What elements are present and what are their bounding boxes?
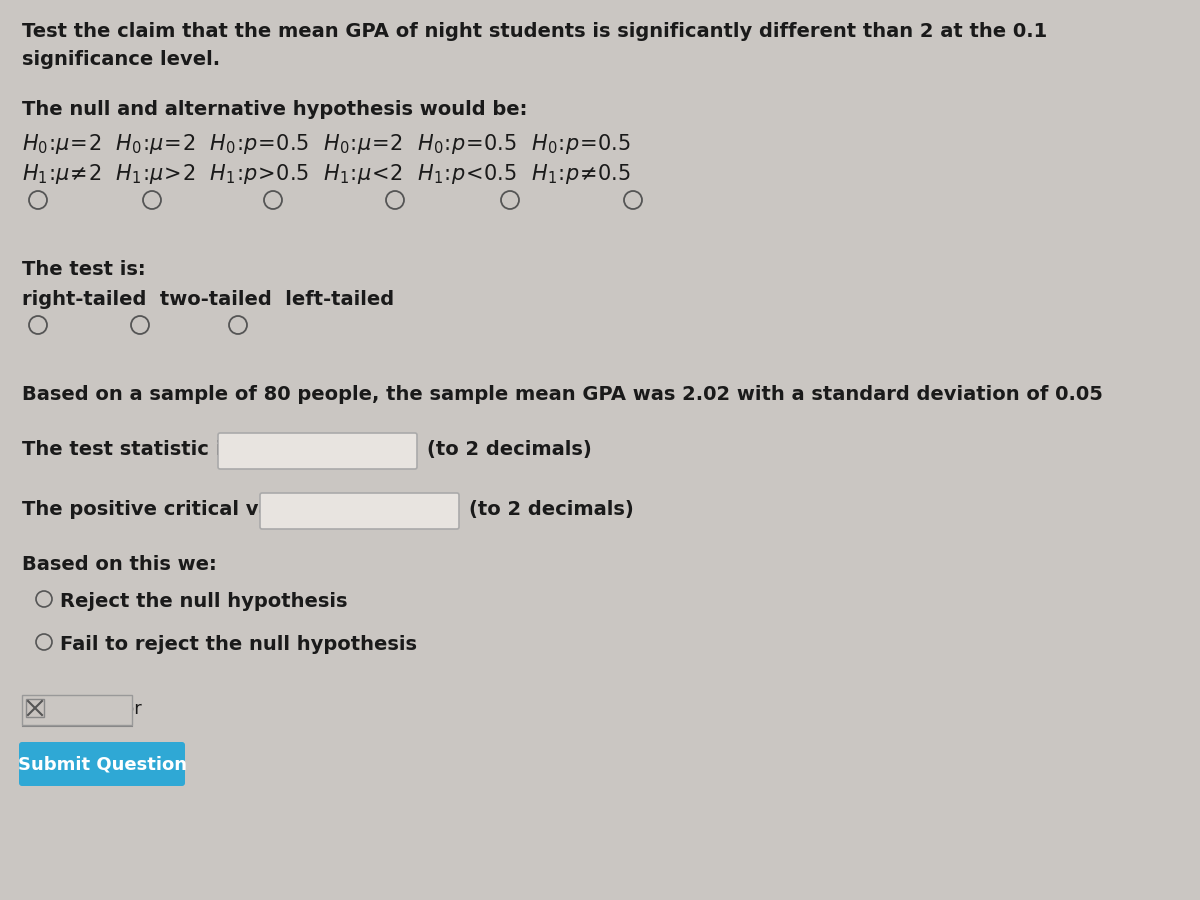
- Text: The test is:: The test is:: [22, 260, 145, 279]
- Text: Reject the null hypothesis: Reject the null hypothesis: [60, 592, 348, 611]
- Text: Based on a sample of 80 people, the sample mean GPA was 2.02 with a standard dev: Based on a sample of 80 people, the samp…: [22, 385, 1103, 404]
- Text: The test statistic is:: The test statistic is:: [22, 440, 241, 459]
- Text: $H_0\!:\!\mu\!=\!2$  $H_0\!:\!\mu\!=\!2$  $H_0\!:\!p\!=\!0.5$  $H_0\!:\!\mu\!=\!: $H_0\!:\!\mu\!=\!2$ $H_0\!:\!\mu\!=\!2$ …: [22, 132, 631, 156]
- Text: Calculator: Calculator: [50, 700, 142, 718]
- Text: (to 2 decimals): (to 2 decimals): [427, 440, 592, 459]
- Text: (to 2 decimals): (to 2 decimals): [469, 500, 634, 519]
- Text: $H_1\!:\!\mu\!\neq\!2$  $H_1\!:\!\mu\!>\!2$  $H_1\!:\!p\!>\!0.5$  $H_1\!:\!\mu\!: $H_1\!:\!\mu\!\neq\!2$ $H_1\!:\!\mu\!>\!…: [22, 162, 631, 186]
- FancyBboxPatch shape: [19, 742, 185, 786]
- FancyBboxPatch shape: [260, 493, 458, 529]
- Text: Submit Question: Submit Question: [18, 755, 186, 773]
- FancyBboxPatch shape: [218, 433, 418, 469]
- Text: Fail to reject the null hypothesis: Fail to reject the null hypothesis: [60, 635, 418, 654]
- Text: The positive critical value is:: The positive critical value is:: [22, 500, 338, 519]
- FancyBboxPatch shape: [22, 695, 132, 725]
- Text: right-tailed  two-tailed  left-tailed: right-tailed two-tailed left-tailed: [22, 290, 394, 309]
- Text: Test the claim that the mean GPA of night students is significantly different th: Test the claim that the mean GPA of nigh…: [22, 22, 1048, 41]
- FancyBboxPatch shape: [26, 699, 44, 717]
- Text: significance level.: significance level.: [22, 50, 220, 69]
- Text: Based on this we:: Based on this we:: [22, 555, 217, 574]
- Text: The null and alternative hypothesis would be:: The null and alternative hypothesis woul…: [22, 100, 527, 119]
